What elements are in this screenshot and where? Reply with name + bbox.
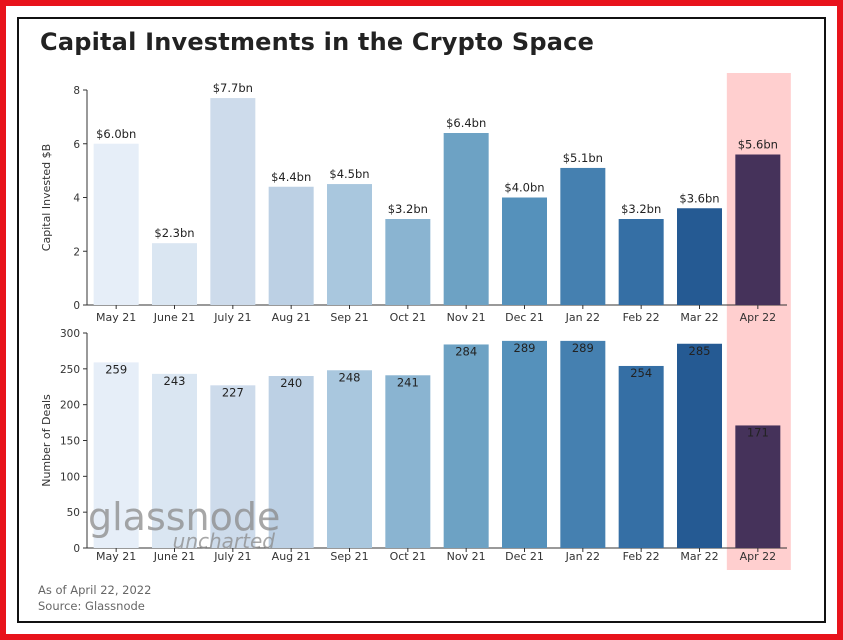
data-label: $2.3bn: [154, 226, 194, 240]
bar: [560, 167, 606, 305]
y-tick-label: 100: [60, 471, 80, 483]
watermark-logo: glassnode: [88, 495, 280, 539]
bar: [677, 343, 722, 548]
bar: [560, 340, 606, 548]
data-label: $6.4bn: [446, 116, 486, 130]
x-tick-label: June 21: [153, 311, 195, 324]
y-tick-label: 2: [73, 246, 80, 258]
bar: [443, 133, 489, 305]
bar: [327, 184, 372, 305]
y-tick-label: 200: [60, 400, 80, 412]
bar: [502, 197, 547, 305]
data-label: 248: [339, 370, 361, 384]
x-tick-label: Sep 21: [330, 550, 368, 563]
data-label: 241: [397, 375, 419, 389]
bar: [618, 219, 664, 305]
x-tick-label: Oct 21: [390, 311, 427, 324]
footnote-source: Source: Glassnode: [38, 599, 145, 613]
x-tick-label: May 21: [96, 311, 136, 324]
data-label: 289: [514, 341, 536, 355]
chart-title: Capital Investments in the Crypto Space: [40, 28, 595, 56]
y-tick-label: 250: [60, 364, 80, 376]
x-tick-label: Dec 21: [505, 550, 544, 563]
x-tick-label: Aug 21: [272, 550, 311, 563]
data-label: $4.5bn: [329, 167, 369, 181]
x-tick-label: Apr 22: [740, 311, 777, 324]
y-tick-label: 50: [67, 507, 80, 519]
data-label: $4.0bn: [504, 181, 544, 195]
x-tick-label: Feb 22: [623, 311, 660, 324]
data-label: 289: [572, 341, 594, 355]
bar: [152, 243, 197, 305]
bar: [210, 385, 256, 548]
x-tick-label: Mar 22: [680, 311, 718, 324]
data-label: 259: [105, 362, 127, 376]
y-tick-label: 0: [73, 300, 80, 312]
bar: [93, 143, 139, 305]
x-tick-label: June 21: [153, 550, 195, 563]
x-tick-label: Jan 22: [565, 550, 600, 563]
x-tick-label: Aug 21: [272, 311, 311, 324]
bar: [735, 154, 781, 305]
x-tick-label: Mar 22: [680, 550, 718, 563]
data-label: $3.2bn: [621, 202, 661, 216]
bar: [268, 186, 314, 305]
data-label: $3.6bn: [679, 191, 719, 205]
data-label: 171: [747, 425, 769, 439]
bar: [385, 219, 431, 305]
bar: [618, 365, 664, 548]
y-axis-label: Number of Deals: [40, 394, 53, 487]
y-tick-label: 4: [73, 193, 80, 205]
y-tick-label: 6: [73, 139, 80, 151]
bar: [502, 340, 547, 548]
data-label: $5.1bn: [563, 151, 603, 165]
y-tick-label: 0: [73, 543, 80, 555]
x-tick-label: July 21: [213, 311, 251, 324]
bar: [93, 362, 139, 548]
data-label: $5.6bn: [738, 138, 778, 152]
bar: [327, 370, 372, 548]
footnote-as-of: As of April 22, 2022: [38, 583, 152, 597]
bar: [443, 344, 489, 548]
data-label: $4.4bn: [271, 170, 311, 184]
data-label: 240: [280, 376, 302, 390]
x-tick-label: Nov 21: [447, 311, 486, 324]
data-label: $3.2bn: [388, 202, 428, 216]
y-tick-label: 8: [73, 85, 80, 97]
x-tick-label: Sep 21: [330, 311, 368, 324]
x-tick-label: May 21: [96, 550, 136, 563]
x-tick-label: Oct 21: [390, 550, 427, 563]
x-tick-label: July 21: [213, 550, 251, 563]
y-axis-label: Capital Invested $B: [40, 144, 53, 251]
data-label: $6.0bn: [96, 127, 136, 141]
data-label: 227: [222, 385, 244, 399]
data-label: 285: [689, 344, 711, 358]
bar: [268, 376, 314, 548]
bar: [735, 425, 781, 548]
outer-frame: [6, 6, 837, 634]
bar: [677, 208, 722, 305]
data-label: 284: [455, 344, 477, 358]
bar: [210, 98, 256, 305]
x-tick-label: Dec 21: [505, 311, 544, 324]
y-tick-label: 150: [60, 436, 80, 448]
x-tick-label: Nov 21: [447, 550, 486, 563]
bar: [385, 375, 431, 548]
data-label: $7.7bn: [213, 81, 253, 95]
data-label: 254: [630, 366, 652, 380]
x-tick-label: Apr 22: [740, 550, 777, 563]
watermark-sub: uncharted: [173, 529, 276, 553]
y-tick-label: 300: [60, 328, 80, 340]
x-tick-label: Jan 22: [565, 311, 600, 324]
x-tick-label: Feb 22: [623, 550, 660, 563]
data-label: 243: [164, 374, 186, 388]
bar: [152, 373, 197, 548]
